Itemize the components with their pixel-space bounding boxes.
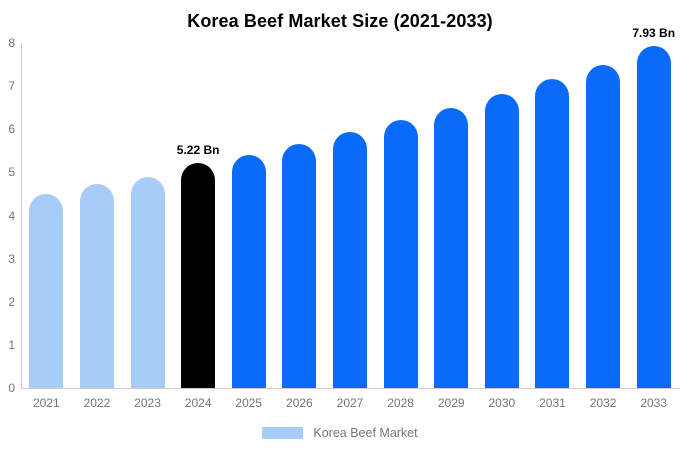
bar-2030 [484, 94, 519, 388]
legend[interactable]: Korea Beef Market [0, 426, 680, 440]
y-axis-tick-label: 5 [8, 165, 15, 180]
bar-value-label: 7.93 Bn [632, 26, 676, 40]
y-axis-tick-label: 4 [8, 208, 15, 223]
bar-2028 [383, 120, 418, 388]
x-axis-tick-label: 2023 [134, 396, 161, 410]
y-axis-tick-label: 1 [8, 337, 15, 352]
x-axis-tick-label: 2031 [539, 396, 566, 410]
x-axis-line [21, 388, 680, 389]
bar-2022 [79, 184, 114, 388]
y-axis-tick-label: 7 [8, 79, 15, 94]
x-axis-tick-label: 2030 [488, 396, 516, 410]
y-axis-line [21, 43, 22, 388]
x-axis-tick-label: 2026 [286, 396, 313, 410]
x-axis-tick-label: 2027 [336, 396, 364, 410]
y-axis-tick-label: 2 [8, 294, 15, 309]
y-axis-tick-label: 8 [8, 36, 15, 50]
bar-2031 [535, 79, 570, 388]
bar-2029 [434, 108, 469, 388]
x-axis-tick-label: 2025 [235, 396, 263, 410]
bar-2023 [130, 177, 165, 388]
x-axis-tick-label: 2032 [589, 396, 617, 410]
bar-2032 [586, 65, 621, 388]
y-axis-tick-label: 3 [8, 251, 15, 266]
y-axis-tick-label: 6 [8, 122, 15, 137]
bar-2025 [231, 155, 266, 388]
y-axis-tick-label: 0 [8, 381, 15, 395]
legend-swatch [262, 427, 304, 439]
x-axis-tick-label: 2024 [184, 396, 212, 410]
x-axis-tick-label: 2033 [640, 396, 668, 410]
legend-label: Korea Beef Market [313, 426, 418, 440]
chart-title: Korea Beef Market Size (2021-2033) [187, 11, 493, 31]
bar-2027 [333, 132, 367, 388]
x-axis-tick-label: 2029 [437, 396, 465, 410]
bar-2021 [29, 194, 64, 388]
x-axis-tick-label: 2028 [387, 396, 414, 410]
x-axis-tick-label: 2022 [83, 396, 111, 410]
bar-value-label: 5.22 Bn [176, 143, 220, 157]
bar-2026 [282, 144, 317, 388]
plot-area: 2021 2022 2023 2024 2025 2026 2027 2028 2029 2030… [21, 26, 680, 410]
x-axis-tick-label: 2021 [32, 396, 60, 410]
bar-2024 [181, 163, 216, 388]
bar-2033 [636, 46, 671, 388]
